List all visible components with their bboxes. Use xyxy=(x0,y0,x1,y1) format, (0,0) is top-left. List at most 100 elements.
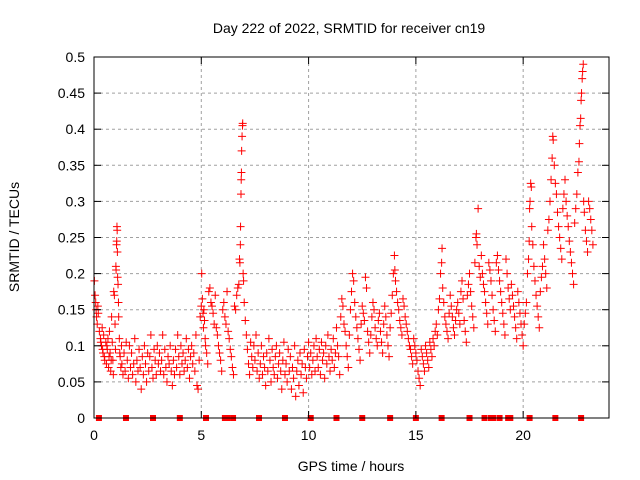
data-point xyxy=(532,291,541,300)
data-point xyxy=(304,338,313,347)
x-tick-label: 0 xyxy=(90,427,98,443)
data-point xyxy=(527,182,536,191)
data-point xyxy=(559,190,568,199)
data-point xyxy=(279,338,288,347)
y-tick-label: 0.4 xyxy=(66,121,86,137)
data-point xyxy=(485,265,494,274)
data-point xyxy=(174,352,183,361)
data-point xyxy=(176,341,185,350)
data-point xyxy=(544,215,553,224)
data-point xyxy=(99,330,108,339)
data-point xyxy=(268,345,277,354)
data-point xyxy=(288,363,297,372)
data-point xyxy=(199,305,208,314)
data-point xyxy=(93,320,102,329)
data-point xyxy=(94,309,103,318)
data-point xyxy=(203,359,212,368)
data-point xyxy=(525,237,534,246)
data-point xyxy=(117,341,126,350)
data-point xyxy=(326,367,335,376)
data-point xyxy=(508,291,517,300)
data-point xyxy=(183,363,192,372)
data-point xyxy=(454,309,463,318)
data-point xyxy=(534,312,543,321)
data-point xyxy=(254,349,263,358)
data-point xyxy=(491,327,500,336)
data-point xyxy=(396,323,405,332)
data-point xyxy=(460,316,469,325)
data-point xyxy=(129,359,138,368)
data-point xyxy=(551,179,560,188)
data-point xyxy=(477,251,486,260)
data-point xyxy=(577,96,586,105)
data-point xyxy=(180,367,189,376)
data-point xyxy=(502,255,510,264)
data-point xyxy=(493,251,502,260)
data-point xyxy=(247,352,256,361)
data-point xyxy=(565,237,574,246)
data-point xyxy=(142,377,151,386)
data-point xyxy=(338,302,347,311)
data-point xyxy=(235,258,244,267)
data-point xyxy=(379,320,388,329)
data-point xyxy=(309,341,318,350)
data-point xyxy=(237,146,246,155)
data-point xyxy=(306,349,315,358)
data-point xyxy=(208,302,217,311)
data-point xyxy=(113,226,122,235)
data-point xyxy=(499,320,508,329)
data-point xyxy=(387,309,396,318)
data-point xyxy=(193,381,201,390)
data-point xyxy=(187,341,196,350)
data-point xyxy=(412,356,421,365)
data-point xyxy=(195,356,204,365)
data-point xyxy=(277,385,286,394)
data-point xyxy=(130,334,139,343)
data-point xyxy=(433,330,442,339)
data-point xyxy=(185,374,194,383)
data-point xyxy=(579,60,588,69)
data-point xyxy=(586,215,595,224)
data-point xyxy=(347,287,356,296)
data-point xyxy=(122,338,131,347)
y-axis-label: SRMTID / TECUs xyxy=(6,182,22,292)
data-point xyxy=(269,363,278,372)
data-point xyxy=(500,330,509,339)
data-point xyxy=(448,312,457,321)
data-point xyxy=(536,287,545,296)
data-point xyxy=(329,334,338,343)
data-point xyxy=(154,359,163,368)
data-point xyxy=(169,356,178,365)
data-point xyxy=(245,370,254,379)
data-point xyxy=(283,377,292,386)
data-point xyxy=(386,323,395,332)
data-point xyxy=(91,291,100,300)
data-point xyxy=(144,367,153,376)
data-point xyxy=(105,327,114,336)
data-point xyxy=(165,359,174,368)
data-point xyxy=(444,334,453,343)
data-point xyxy=(108,338,117,347)
data-point xyxy=(524,255,533,264)
data-point xyxy=(585,204,594,213)
data-point xyxy=(171,345,180,354)
data-point xyxy=(111,320,120,329)
data-point xyxy=(308,356,317,365)
data-point xyxy=(533,302,542,311)
data-point xyxy=(530,276,539,285)
data-point xyxy=(311,367,320,376)
data-point xyxy=(123,356,132,365)
data-point xyxy=(341,327,350,336)
data-point xyxy=(363,327,372,336)
data-point xyxy=(260,363,269,372)
data-point xyxy=(197,269,206,278)
data-point xyxy=(529,262,538,271)
data-point xyxy=(431,327,440,336)
y-tick-label: 0.3 xyxy=(66,193,86,209)
data-point xyxy=(259,352,268,361)
data-point xyxy=(141,359,150,368)
data-point xyxy=(462,338,471,347)
data-point xyxy=(289,374,298,383)
data-point xyxy=(578,74,587,83)
